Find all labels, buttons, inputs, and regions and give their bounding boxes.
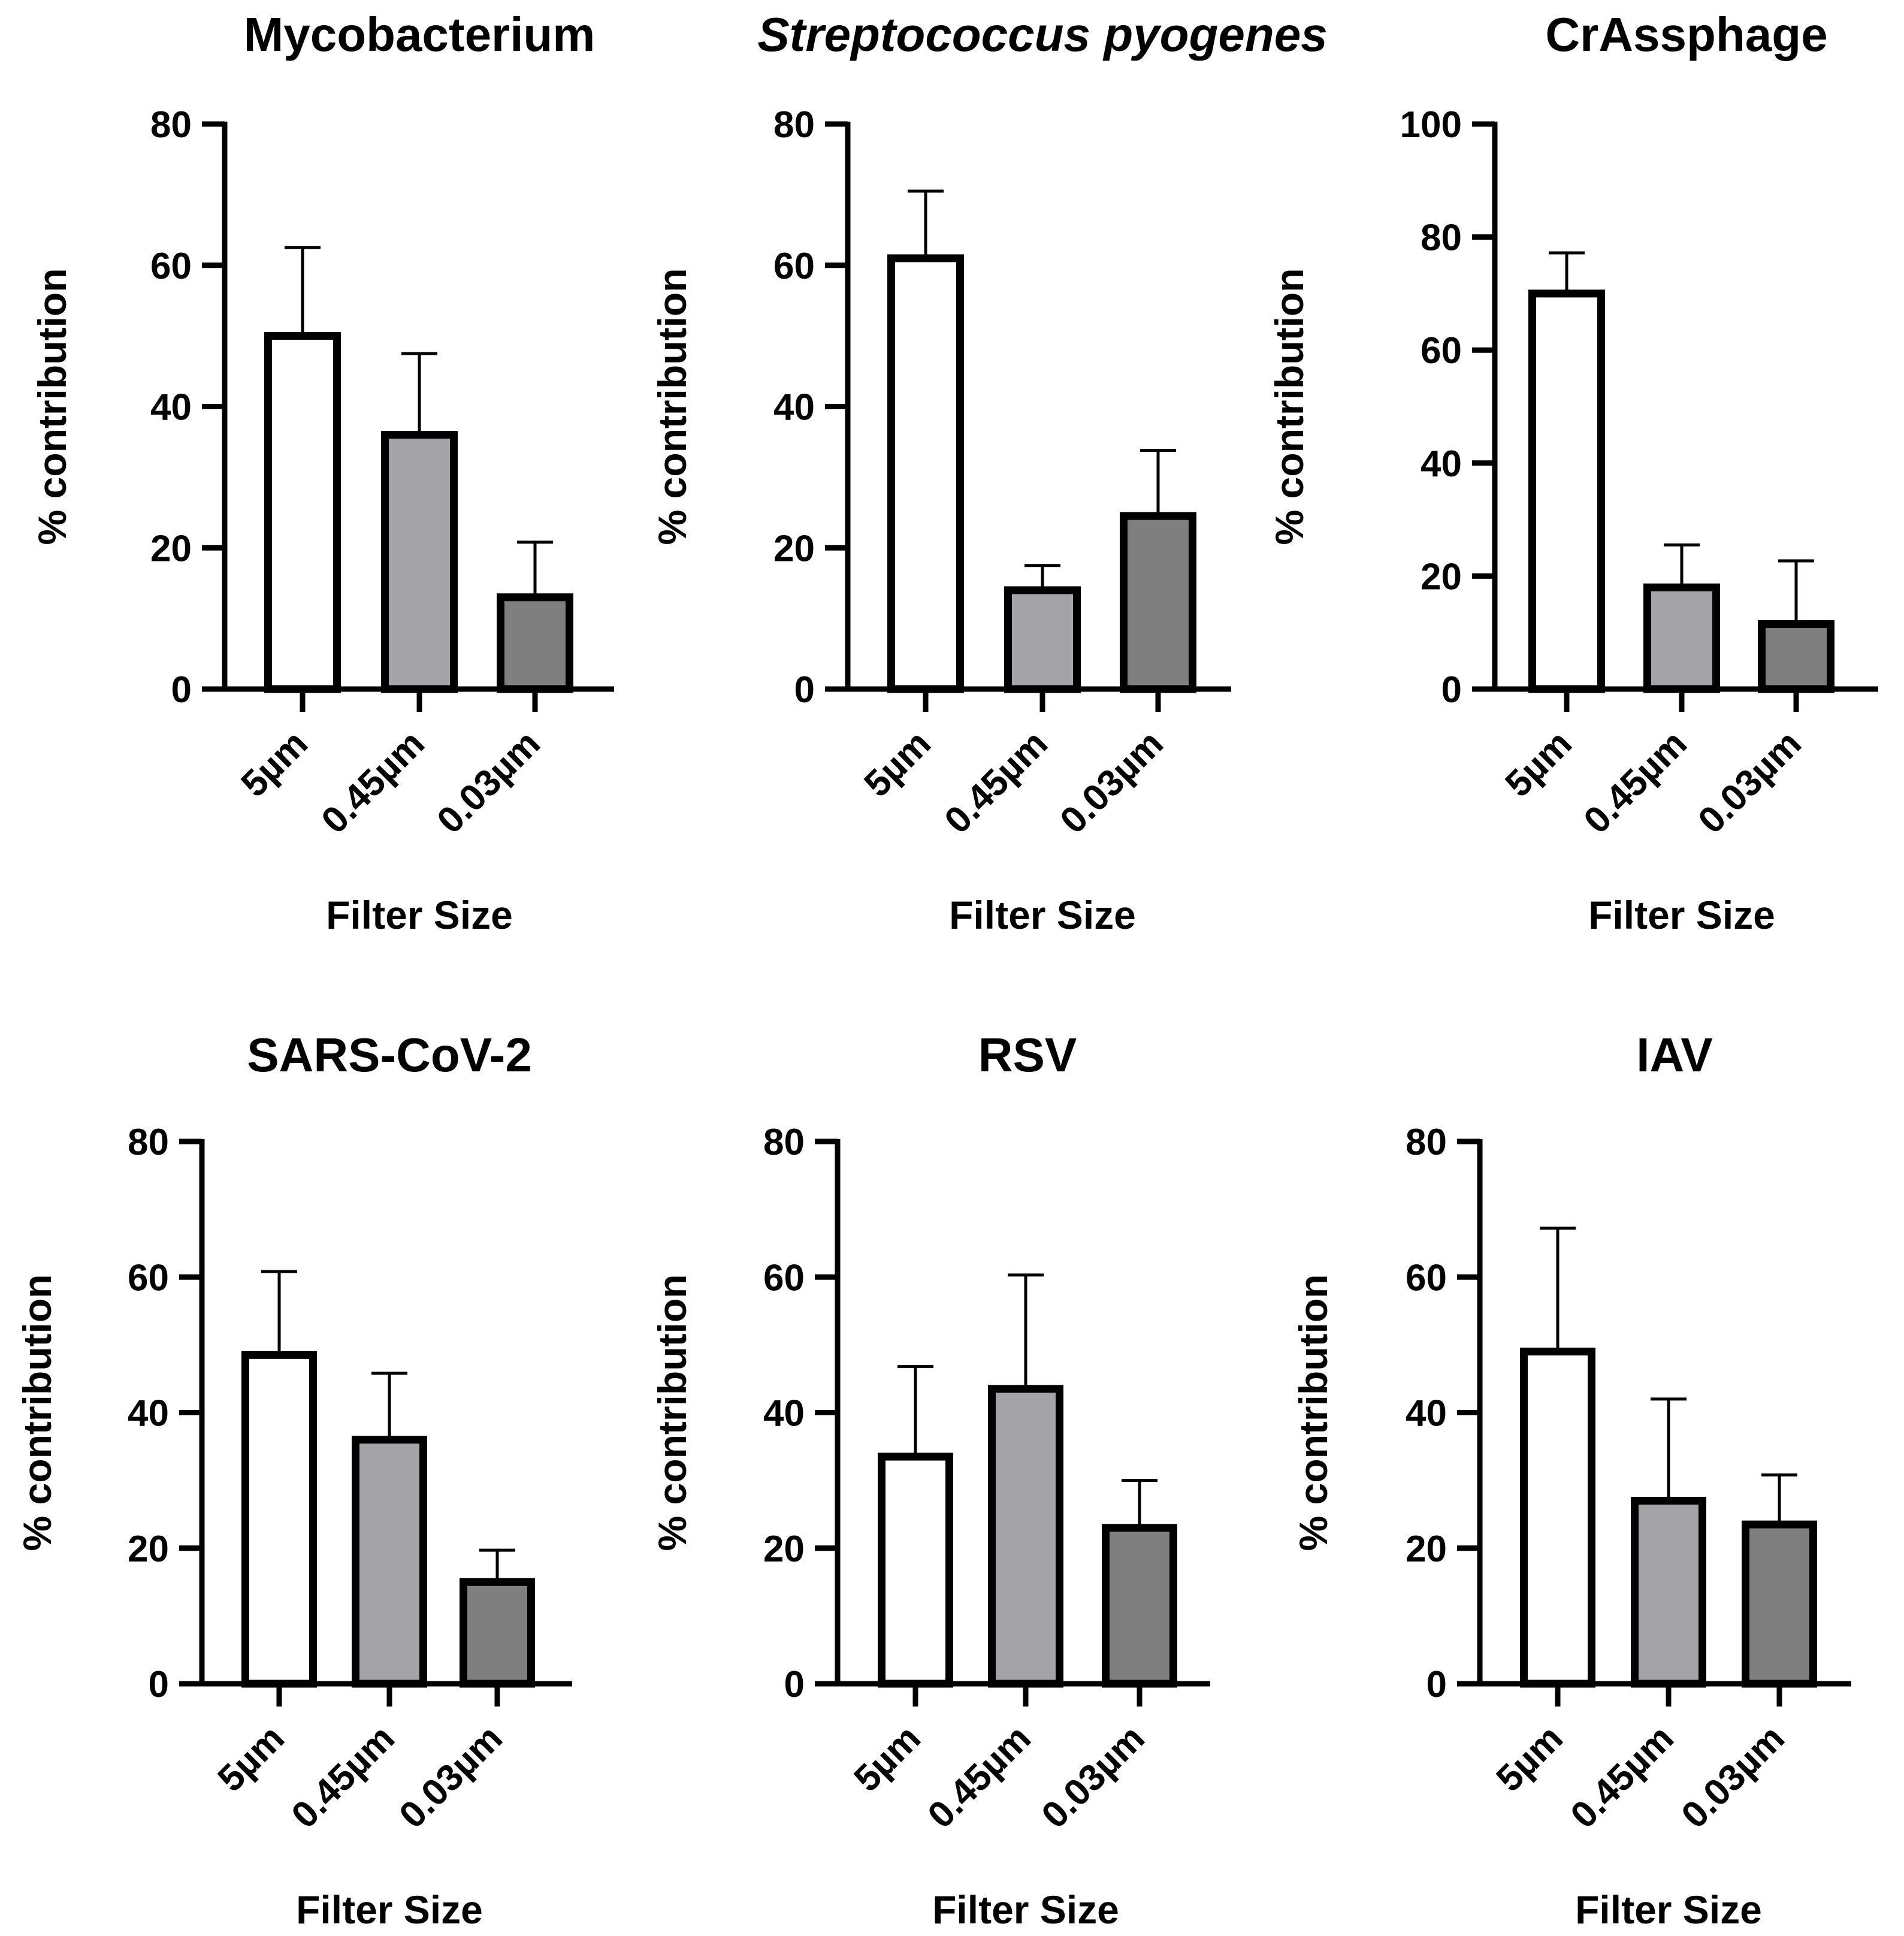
y-axis-label: % contribution: [650, 268, 694, 545]
x-axis-label: Filter Size: [1588, 893, 1775, 937]
chart-panel-4: SARS-CoV-2 % contribution 0 20 40 60 80 5µm0.45…: [15, 1028, 572, 1932]
x-tick-label: 0.03µm: [1691, 723, 1809, 841]
chart-title: CrAssphage: [1545, 8, 1827, 61]
x-axis-label: Filter Size: [296, 1887, 483, 1932]
y-tick-label: 60: [150, 246, 192, 287]
x-tick-label: 5µm: [846, 1717, 928, 1799]
x-axis-label: Filter Size: [326, 893, 513, 937]
y-tick-label: 60: [128, 1257, 169, 1298]
x-tick-label: 5µm: [1497, 723, 1579, 805]
y-axis-label: % contribution: [1291, 1274, 1335, 1551]
bar: [1742, 1520, 1817, 1688]
chart-panel-3: CrAssphage% contribution0204060801005µm0…: [1267, 8, 1878, 937]
x-axis-label: Filter Size: [1575, 1887, 1762, 1932]
y-tick-label: 80: [128, 1122, 169, 1163]
x-tick-label: 0.45µm: [1563, 1717, 1682, 1836]
bar: [352, 1436, 427, 1688]
y-tick-label: 0: [171, 669, 192, 711]
y-tick-label: 60: [773, 246, 815, 287]
x-tick-label: 0.45µm: [937, 723, 1056, 841]
y-tick-label: 80: [1406, 1122, 1447, 1163]
x-tick-label: 5µm: [233, 723, 315, 805]
y-tick-label: 80: [763, 1122, 805, 1163]
bar: [460, 1578, 535, 1688]
chart-panel-5: RSV % contribution 0 20 40 60 80 5µm0.45µm0.03µ…: [650, 1028, 1210, 1932]
y-tick-label: 80: [1421, 218, 1462, 259]
bar: [1004, 586, 1081, 693]
chart-panel-2: Streptococcus pyogenes % contribution 0 20 4…: [650, 8, 1328, 937]
y-tick-label: 60: [1406, 1257, 1447, 1298]
chart-panel-1: Mycobacterium% contribution0204060805µm0…: [30, 8, 614, 937]
bar: [1631, 1497, 1706, 1688]
y-tick-label: 20: [150, 528, 192, 569]
y-tick-label: 40: [128, 1393, 169, 1434]
chart-title: IAV: [1636, 1028, 1712, 1082]
y-tick-label: 0: [784, 1664, 805, 1705]
x-tick-label: 0.03µm: [392, 1717, 510, 1836]
bar: [1120, 512, 1196, 693]
y-tick-label: 40: [763, 1393, 805, 1434]
y-tick-label: 0: [794, 669, 815, 711]
y-tick-label: 40: [1421, 443, 1462, 485]
y-tick-label: 0: [1441, 669, 1462, 711]
bar: [381, 431, 458, 693]
y-tick-label: 40: [773, 387, 815, 428]
x-tick-label: 0.03µm: [1674, 1717, 1793, 1836]
y-axis-label: % contribution: [1267, 268, 1311, 545]
bar: [497, 593, 573, 693]
y-tick-label: 20: [128, 1529, 169, 1570]
y-tick-label: 20: [1406, 1529, 1447, 1570]
y-tick-label: 100: [1400, 104, 1462, 146]
x-tick-label: 5µm: [1488, 1717, 1570, 1799]
x-tick-label: 0.03µm: [430, 723, 548, 841]
x-axis-label: Filter Size: [949, 893, 1136, 937]
chart-title: RSV: [978, 1028, 1077, 1082]
y-tick-label: 20: [763, 1529, 805, 1570]
x-tick-label: 0.03µm: [1034, 1717, 1153, 1836]
bar: [1528, 289, 1605, 693]
y-tick-label: 40: [150, 387, 192, 428]
x-tick-label: 5µm: [210, 1717, 292, 1799]
y-axis-label: % contribution: [30, 268, 74, 545]
y-tick-label: 60: [763, 1257, 805, 1298]
chart-panel-6: IAV % contribution 0 20 40 60 80 5µm0.45µm0.03µ…: [1291, 1028, 1851, 1932]
y-tick-label: 0: [149, 1664, 169, 1705]
bar: [1102, 1524, 1177, 1688]
x-tick-label: 0.45µm: [284, 1717, 403, 1836]
y-tick-label: 0: [1427, 1664, 1447, 1705]
bar: [1758, 620, 1835, 693]
y-axis-label: % contribution: [650, 1274, 694, 1551]
x-tick-label: 0.03µm: [1053, 723, 1171, 841]
x-axis-label: Filter Size: [932, 1887, 1119, 1932]
x-tick-label: 5µm: [856, 723, 938, 805]
y-tick-label: 20: [1421, 556, 1462, 597]
y-tick-label: 20: [773, 528, 815, 569]
bar: [887, 254, 964, 693]
chart-title: Streptococcus pyogenes: [757, 8, 1327, 61]
x-tick-label: 0.45µm: [920, 1717, 1039, 1836]
bar: [1643, 583, 1720, 693]
y-axis-label: % contribution: [15, 1274, 59, 1551]
y-tick-label: 80: [150, 104, 192, 146]
bar: [878, 1452, 953, 1688]
x-tick-label: 0.45µm: [1576, 723, 1695, 841]
x-tick-label: 0.45µm: [314, 723, 433, 841]
y-tick-label: 60: [1421, 330, 1462, 372]
y-tick-label: 80: [773, 104, 815, 146]
chart-title: Mycobacterium: [244, 8, 596, 61]
y-tick-label: 40: [1406, 1393, 1447, 1434]
bar: [1520, 1348, 1595, 1688]
bar: [241, 1351, 317, 1688]
chart-title: SARS-CoV-2: [247, 1028, 532, 1082]
bar: [988, 1385, 1063, 1688]
bar: [264, 332, 341, 693]
